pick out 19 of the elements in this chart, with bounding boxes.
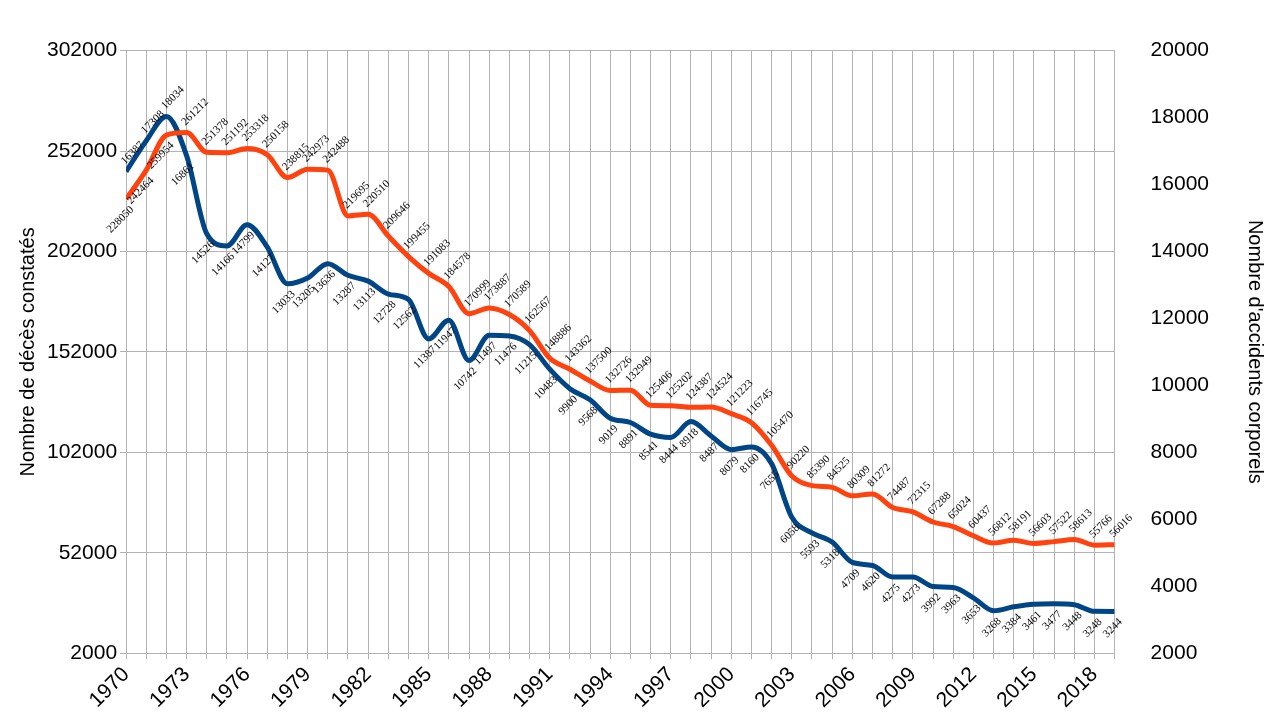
y2-tick-label: 6000 bbox=[1150, 506, 1198, 530]
y-tick-label: 102000 bbox=[47, 439, 118, 463]
y2-tick-label: 12000 bbox=[1150, 305, 1210, 329]
y2-tick-label: 10000 bbox=[1150, 372, 1210, 396]
y-tick-label: 2000 bbox=[70, 639, 118, 663]
y-tick-label: 52000 bbox=[58, 539, 118, 563]
y2-tick-label: 4000 bbox=[1150, 572, 1198, 596]
y2-axis-title: Nombre d'accidents corporels bbox=[1245, 219, 1268, 484]
y-tick-label: 302000 bbox=[47, 37, 118, 61]
y2-tick-label: 16000 bbox=[1150, 171, 1210, 195]
y-axis-title: Nombre de décès constatés bbox=[15, 227, 38, 477]
y2-tick-label: 2000 bbox=[1150, 639, 1198, 663]
y2-tick-label: 14000 bbox=[1150, 238, 1210, 262]
y2-tick-label: 18000 bbox=[1150, 104, 1210, 128]
y-tick-label: 252000 bbox=[47, 137, 118, 161]
y2-tick-label: 8000 bbox=[1150, 439, 1198, 463]
y2-tick-label: 20000 bbox=[1150, 37, 1210, 61]
y-tick-label: 202000 bbox=[47, 238, 118, 262]
y-tick-label: 152000 bbox=[47, 338, 118, 362]
